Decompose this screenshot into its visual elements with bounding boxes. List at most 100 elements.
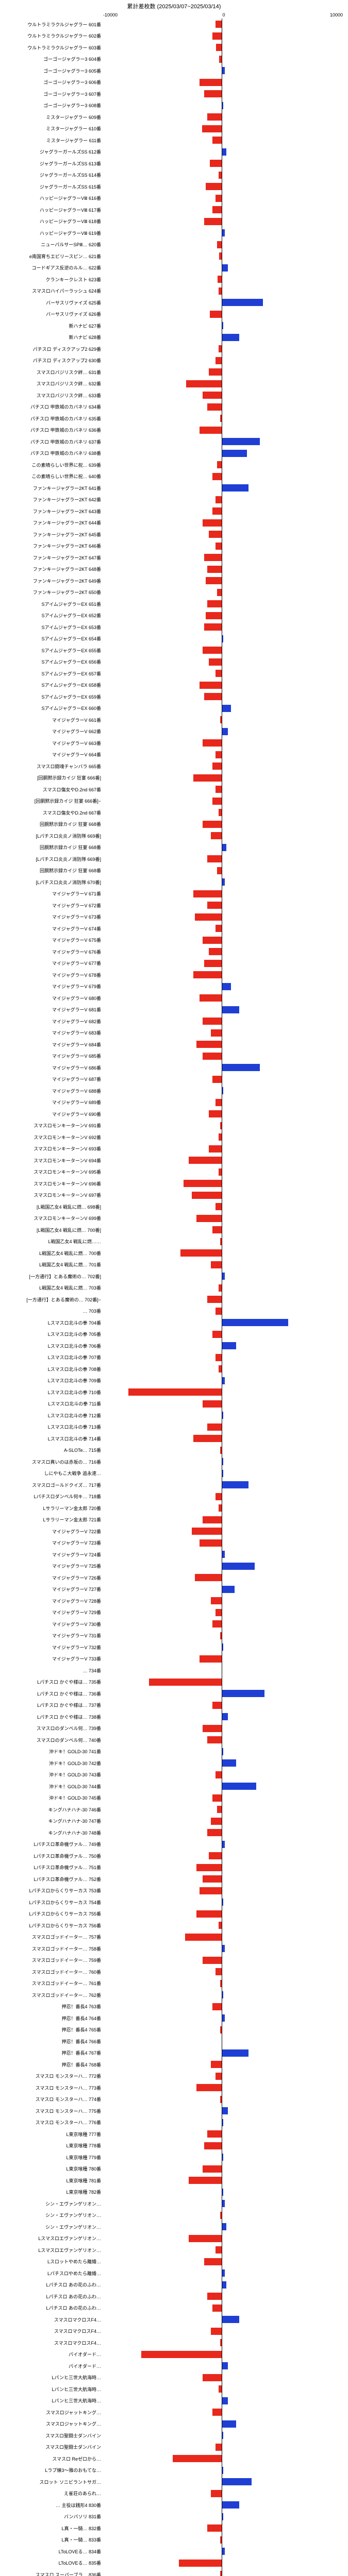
chart-row: ファンキージャグラー2KT 650番 xyxy=(0,587,348,599)
chart-row: Lスマスロ北斗の拳 711番 xyxy=(0,1398,348,1410)
row-label: 沖ドキ！GOLD-30 741番 xyxy=(0,1748,103,1755)
row-label: マイジャグラーV 686番 xyxy=(0,1064,103,1071)
row-label: マイジャグラーV 729番 xyxy=(0,1609,103,1616)
chart-row: マイジャグラーV 676番 xyxy=(0,946,348,958)
chart-row: マイジャグラーV 724番 xyxy=(0,1549,348,1561)
bar xyxy=(203,1516,222,1523)
chart-row: Lパチスロからくりサーカス 755番 xyxy=(0,1908,348,1920)
row-label: SアイムジャグラーEX 660番 xyxy=(0,705,103,711)
chart-row: [L戦国乙女4 戦乱に燃… 700番] xyxy=(0,1224,348,1236)
chart-row: 押忍！番長4 764番 xyxy=(0,2012,348,2024)
chart-row: Lパチスロからくりサーカス 754番 xyxy=(0,1896,348,1908)
x-axis-labels: -10000 0 10000 xyxy=(0,12,348,19)
bar xyxy=(211,1818,222,1825)
chart-row: ジャグラーガールズSS 612番 xyxy=(0,146,348,158)
chart-row: スマスロモンキーターンV 695番 xyxy=(0,1166,348,1178)
chart-row: スマスロのダンベル何… 739番 xyxy=(0,1723,348,1735)
bar xyxy=(211,2490,222,2497)
bar xyxy=(216,1493,222,1500)
chart-row: SアイムジャグラーEX 658番 xyxy=(0,680,348,691)
chart-row: 押忍！番長4 768番 xyxy=(0,2059,348,2071)
row-label: スマスロマクロスF4… xyxy=(0,2340,103,2346)
bar xyxy=(212,1702,222,1709)
row-label: スマスロゴッドイーター… 759番 xyxy=(0,1957,103,1963)
chart-row: スマスロゴッドイーター… 758番 xyxy=(0,1943,348,1955)
bar xyxy=(204,554,222,561)
row-label: SアイムジャグラーEX 656番 xyxy=(0,658,103,665)
row-label: マイジャグラーV 676番 xyxy=(0,948,103,955)
row-label: スマスロ傷女やD.2nd 667番 xyxy=(0,786,103,793)
chart-row: 押忍！番長4 767番 xyxy=(0,2047,348,2059)
row-label: スマスロモンキーターンV 699番 xyxy=(0,1215,103,1222)
row-label: マイジャグラーV 675番 xyxy=(0,937,103,943)
chart-row: ファンキージャグラー2KT 645番 xyxy=(0,529,348,540)
chart-row: この素晴らしい世界に祝… 640番 xyxy=(0,471,348,483)
chart-row: スマスロ モンスターハ… 776番 xyxy=(0,2117,348,2129)
row-label: マイジャグラーV 664番 xyxy=(0,751,103,758)
row-label: マイジャグラーV 722番 xyxy=(0,1528,103,1535)
bar xyxy=(222,2107,228,2114)
bar xyxy=(222,334,239,341)
chart-row: Lパチスロ あの花のふわ… xyxy=(0,2279,348,2291)
bar xyxy=(222,2478,252,2485)
row-label: 沖ドキ！GOLD-30 743番 xyxy=(0,1771,103,1778)
chart-row: ゴーゴージャグラー3 604番 xyxy=(0,54,348,65)
chart-row: スマスロ モンスターハ… 773番 xyxy=(0,2082,348,2094)
bar xyxy=(222,1319,288,1326)
row-label: ファンキージャグラー2KT 646番 xyxy=(0,543,103,549)
bar xyxy=(200,427,222,434)
chart-row: マイジャグラーV 725番 xyxy=(0,1561,348,1572)
row-label: L東京喰種 779番 xyxy=(0,2154,103,2161)
bar xyxy=(222,1783,256,1790)
row-label: Lパチスロ革命機ヴァル… 752番 xyxy=(0,1876,103,1883)
bar xyxy=(207,855,222,862)
chart-row: Lスマスロエヴァンゲリオン… xyxy=(0,2233,348,2245)
row-label: LToLOVEる… 835番 xyxy=(0,2560,103,2566)
row-label: Lスマスロ北斗の拳 708番 xyxy=(0,1366,103,1372)
chart-row: ファンキージャグラー2KT 647番 xyxy=(0,552,348,564)
chart-row: マイジャグラーV 685番 xyxy=(0,1050,348,1062)
row-label: 押忍！番長4 767番 xyxy=(0,2049,103,2056)
bar xyxy=(216,195,222,202)
chart-row: スマスロマクロスF4… xyxy=(0,2314,348,2326)
row-label: スマスロバジリスク絆… 633番 xyxy=(0,392,103,399)
row-label: 押忍！番長4 764番 xyxy=(0,2015,103,2022)
chart-row: スマスロゴッドイーター… 761番 xyxy=(0,1978,348,1990)
chart-row: 沖ドキ！GOLD-30 743番 xyxy=(0,1769,348,1781)
chart-row: Lスマスロ北斗の拳 707番 xyxy=(0,1352,348,1364)
chart-row: L東京喰種 778番 xyxy=(0,2140,348,2152)
row-label: マイジャグラーV 673番 xyxy=(0,913,103,920)
bar xyxy=(203,1053,222,1060)
chart-row: L東京喰種 782番 xyxy=(0,2187,348,2198)
chart-row: [一方通行】とある魔術の… 702番] xyxy=(0,1270,348,1282)
bar xyxy=(203,647,222,654)
bar xyxy=(207,566,222,573)
bar xyxy=(200,994,222,1002)
chart-row: 沖ドキ！GOLD-30 745番 xyxy=(0,1792,348,1804)
bar xyxy=(210,160,222,167)
chart-row: スマスロバジリスク絆… 631番 xyxy=(0,366,348,378)
row-label: スマスロモンキーターンV 692番 xyxy=(0,1134,103,1141)
chart-row: Lスマスロ北斗の拳 704番 xyxy=(0,1317,348,1329)
chart-row: Lパチスロダンベル何キ… 718番 xyxy=(0,1491,348,1503)
chart-row: ゴーゴージャグラー3 607番 xyxy=(0,88,348,100)
chart-row: スマスロモンキーターンV 693番 xyxy=(0,1143,348,1155)
row-label: ゴーゴージャグラー3 604番 xyxy=(0,56,103,62)
row-label: SアイムジャグラーEX 651番 xyxy=(0,601,103,607)
chart-row: マイジャグラーV 728番 xyxy=(0,1595,348,1607)
row-label: スマスロバジリスク絆… 632番 xyxy=(0,380,103,387)
row-label: … 734番 xyxy=(0,1667,103,1674)
chart-row: Lサラリーマン金太郎 720番 xyxy=(0,1502,348,1514)
chart-row: Lスマスロ北斗の拳 706番 xyxy=(0,1340,348,1352)
row-label: L戦国乙女4 戦乱に燃… 701番 xyxy=(0,1261,103,1268)
row-label: スマスロゴッドイーター… 762番 xyxy=(0,1992,103,1998)
row-label: L東京喰種 780番 xyxy=(0,2165,103,2172)
row-label: マイジャグラーV 689番 xyxy=(0,1099,103,1106)
chart-row: パチスロ ディスクアップ2 629番 xyxy=(0,343,348,355)
chart-row: スマスロ傷女やD.2nd 667番 xyxy=(0,807,348,819)
row-label: Lサラリーマン金太郎 720番 xyxy=(0,1505,103,1512)
row-label: スマスロ聖闘士ダンバイン xyxy=(0,2444,103,2450)
row-label: 新ハナビ 627番 xyxy=(0,323,103,329)
bar xyxy=(203,821,222,828)
row-label: … 主役は銭形4 830番 xyxy=(0,2502,103,2509)
